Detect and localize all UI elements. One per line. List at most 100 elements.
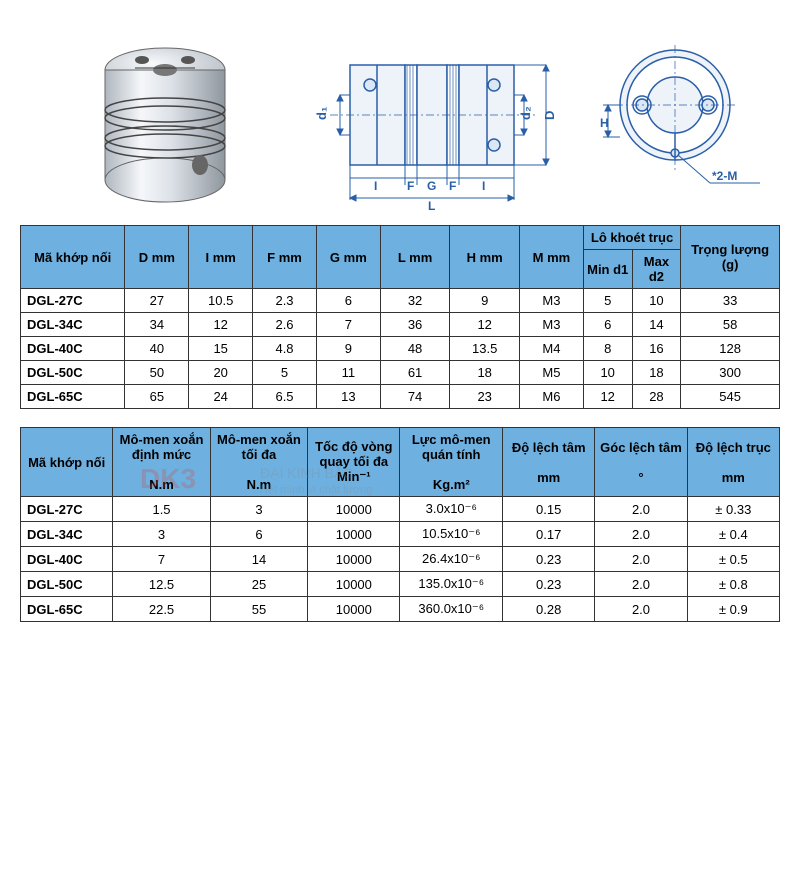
cell-code: DGL-65C — [21, 597, 113, 622]
cell-angle: 2.0 — [595, 497, 687, 522]
cell-torque-rated: 1.5 — [113, 497, 210, 522]
svg-text:I: I — [374, 179, 377, 193]
cell-I: 15 — [189, 337, 253, 361]
cell-torque-rated: 7 — [113, 547, 210, 572]
cell-axial: ± 0.5 — [687, 547, 779, 572]
coupling-side-view: d₁ d₂ D — [310, 40, 570, 210]
cell-rpm: 10000 — [308, 597, 400, 622]
cell-code: DGL-40C — [21, 547, 113, 572]
cell-weight: 33 — [681, 289, 780, 313]
cell-rpm: 10000 — [308, 572, 400, 597]
cell-D: 40 — [125, 337, 189, 361]
table-row: DGL-65C22.55510000360.0x10⁻⁶0.282.0± 0.9 — [21, 597, 780, 622]
cell-M: M3 — [520, 313, 584, 337]
cell-L: 36 — [380, 313, 450, 337]
cell-M: M6 — [520, 385, 584, 409]
col-torque-max: Mô-men xoắn tối đa N.m — [210, 428, 307, 497]
diagrams-area: d₁ d₂ D — [20, 20, 780, 210]
table-row: DGL-50C50205116118M51018300 — [21, 361, 780, 385]
cell-rpm: 10000 — [308, 522, 400, 547]
cell-d1: 10 — [583, 361, 632, 385]
cell-rpm: 10000 — [308, 547, 400, 572]
cell-axial: ± 0.8 — [687, 572, 779, 597]
cell-D: 65 — [125, 385, 189, 409]
cell-G: 13 — [316, 385, 380, 409]
cell-F: 4.8 — [253, 337, 317, 361]
col-F: F mm — [253, 226, 317, 289]
cell-F: 2.3 — [253, 289, 317, 313]
table-row: DGL-34C361000010.5x10⁻⁶0.172.0± 0.4 — [21, 522, 780, 547]
cell-weight: 128 — [681, 337, 780, 361]
col-weight: Trọng lượng (g) — [681, 226, 780, 289]
cell-I: 12 — [189, 313, 253, 337]
cell-ecc: 0.23 — [503, 572, 595, 597]
table-row: DGL-50C12.52510000135.0x10⁻⁶0.232.0± 0.8 — [21, 572, 780, 597]
cell-G: 6 — [316, 289, 380, 313]
cell-L: 74 — [380, 385, 450, 409]
cell-angle: 2.0 — [595, 572, 687, 597]
cell-I: 24 — [189, 385, 253, 409]
cell-code: DGL-34C — [21, 522, 113, 547]
cell-D: 50 — [125, 361, 189, 385]
cell-M: M4 — [520, 337, 584, 361]
col-M: M mm — [520, 226, 584, 289]
cell-d2: 18 — [632, 361, 681, 385]
cell-d1: 8 — [583, 337, 632, 361]
cell-code: DGL-50C — [21, 572, 113, 597]
col-ecc: Độ lệch tâm mm — [503, 428, 595, 497]
cell-d2: 10 — [632, 289, 681, 313]
cell-ecc: 0.15 — [503, 497, 595, 522]
col-rpm: Tốc độ vòng quay tối đa Min⁻¹ — [308, 428, 400, 497]
table-row: DGL-40C40154.894813.5M4816128 — [21, 337, 780, 361]
cell-torque-rated: 22.5 — [113, 597, 210, 622]
cell-ecc: 0.23 — [503, 547, 595, 572]
cell-ecc: 0.17 — [503, 522, 595, 547]
svg-text:I: I — [482, 179, 485, 193]
col-d1: Min d1 — [583, 250, 632, 289]
cell-I: 10.5 — [189, 289, 253, 313]
cell-code: DGL-50C — [21, 361, 125, 385]
svg-text:H: H — [600, 116, 609, 130]
performance-table: Mã khớp nối Mô-men xoắn định mức N.m Mô-… — [20, 427, 780, 622]
cell-D: 27 — [125, 289, 189, 313]
cell-L: 48 — [380, 337, 450, 361]
cell-d2: 28 — [632, 385, 681, 409]
col-d2: Max d2 — [632, 250, 681, 289]
cell-code: DGL-27C — [21, 497, 113, 522]
cell-d1: 5 — [583, 289, 632, 313]
cell-weight: 300 — [681, 361, 780, 385]
cell-torque-rated: 3 — [113, 522, 210, 547]
cell-inertia: 360.0x10⁻⁶ — [400, 597, 503, 622]
col-L: L mm — [380, 226, 450, 289]
svg-text:G: G — [427, 179, 436, 193]
svg-text:F: F — [407, 179, 414, 193]
dimensions-table: Mã khớp nối D mm I mm F mm G mm L mm H m… — [20, 225, 780, 409]
cell-d1: 6 — [583, 313, 632, 337]
cell-F: 5 — [253, 361, 317, 385]
cell-F: 2.6 — [253, 313, 317, 337]
col-angle: Góc lệch tâm ° — [595, 428, 687, 497]
cell-rpm: 10000 — [308, 497, 400, 522]
cell-torque-max: 14 — [210, 547, 307, 572]
cell-torque-max: 55 — [210, 597, 307, 622]
cell-angle: 2.0 — [595, 597, 687, 622]
cell-L: 32 — [380, 289, 450, 313]
cell-code: DGL-34C — [21, 313, 125, 337]
cell-d2: 16 — [632, 337, 681, 361]
cell-D: 34 — [125, 313, 189, 337]
svg-text:d₁: d₁ — [314, 107, 329, 120]
table-row: DGL-27C2710.52.36329M351033 — [21, 289, 780, 313]
cell-H: 23 — [450, 385, 520, 409]
coupling-3d-view — [80, 30, 250, 210]
col-inertia: Lực mô-men quán tính Kg.m² — [400, 428, 503, 497]
coupling-front-view: H *2-M — [600, 35, 770, 205]
svg-text:*2-M: *2-M — [712, 169, 737, 183]
col-axial: Độ lệch trục mm — [687, 428, 779, 497]
cell-ecc: 0.28 — [503, 597, 595, 622]
cell-inertia: 135.0x10⁻⁶ — [400, 572, 503, 597]
cell-angle: 2.0 — [595, 522, 687, 547]
cell-H: 18 — [450, 361, 520, 385]
cell-torque-rated: 12.5 — [113, 572, 210, 597]
table-row: DGL-34C34122.673612M361458 — [21, 313, 780, 337]
cell-F: 6.5 — [253, 385, 317, 409]
